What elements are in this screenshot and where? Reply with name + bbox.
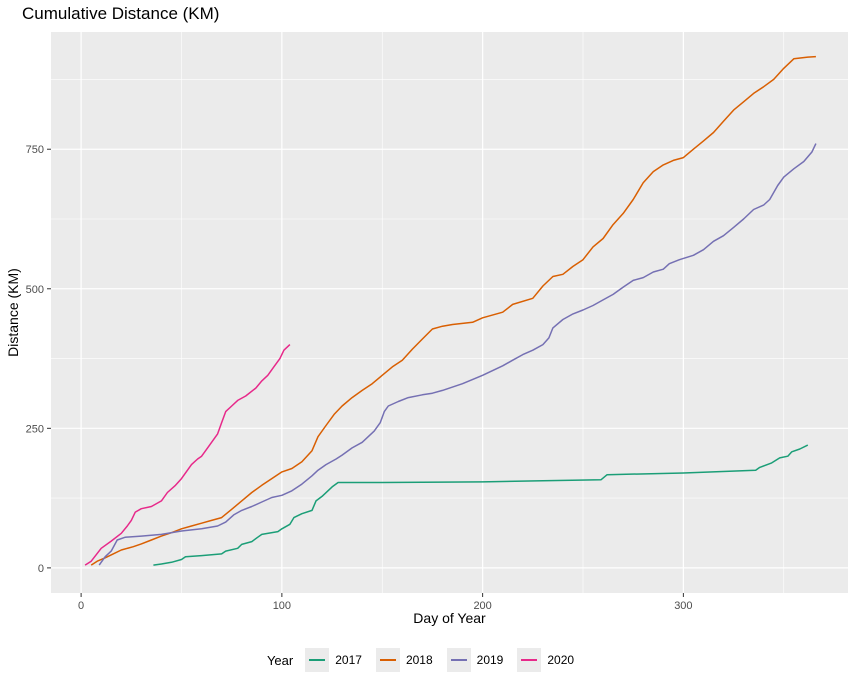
legend-item-2020: 2020 — [517, 648, 574, 672]
x-tick-label: 200 — [473, 600, 491, 612]
legend-items: 2017 2018 2019 2020 — [305, 648, 588, 672]
legend-label-2018: 2018 — [405, 653, 433, 667]
chart-legend: Year 2017 2018 2019 2020 — [0, 648, 855, 672]
legend-item-2019: 2019 — [446, 648, 504, 672]
x-tick-label: 0 — [78, 600, 84, 612]
series-line-2019 — [98, 143, 817, 566]
y-tick-label: 0 — [38, 563, 44, 575]
x-tick-label: 300 — [674, 600, 692, 612]
y-tick-label: 250 — [26, 423, 44, 435]
legend-key-2018 — [375, 648, 400, 672]
legend-key-2019 — [446, 648, 471, 672]
chart-title: Cumulative Distance (KM) — [22, 4, 220, 23]
y-tick-label: 750 — [26, 144, 44, 156]
legend-label-2017: 2017 — [335, 653, 362, 667]
legend-title: Year — [266, 652, 294, 668]
x-axis-title: Day of Year — [413, 610, 486, 626]
legend-label-2020: 2020 — [547, 653, 575, 667]
series-line-2020 — [84, 344, 291, 566]
series-line-2018 — [90, 55, 816, 566]
series-line-2017 — [153, 444, 809, 566]
legend-key-2020 — [517, 648, 542, 672]
legend-key-2017 — [305, 648, 330, 672]
legend-item-2017: 2017 — [305, 648, 362, 672]
plot-panel — [51, 32, 848, 593]
x-tick-label: 100 — [273, 600, 291, 612]
y-tick-label: 500 — [26, 284, 44, 296]
y-axis-title: Distance (KM) — [5, 268, 21, 357]
legend-item-2018: 2018 — [375, 648, 433, 672]
legend-label-2019: 2019 — [476, 653, 504, 667]
